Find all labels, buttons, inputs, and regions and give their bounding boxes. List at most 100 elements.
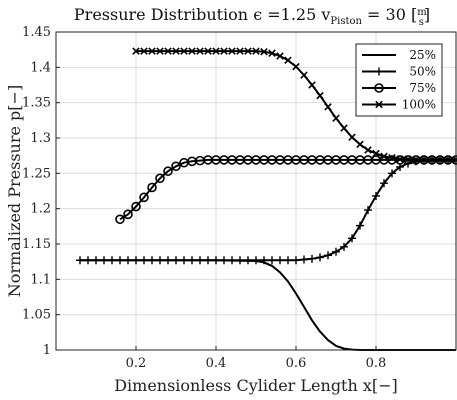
y-tick-label: 1.3	[30, 131, 51, 146]
data-point	[284, 56, 292, 65]
data-point	[284, 256, 292, 265]
data-point	[428, 156, 436, 164]
x-tick-label: 0.2	[126, 356, 147, 371]
chart-title-main: Pressure Distribution ϵ =1.25 v	[74, 5, 330, 24]
data-point	[236, 256, 244, 265]
chart-title-unit-num: m	[417, 7, 427, 18]
data-point	[196, 256, 204, 265]
data-point	[268, 49, 276, 57]
data-point	[131, 201, 141, 212]
data-point	[156, 256, 164, 265]
y-tick-label: 1.1	[30, 272, 51, 287]
data-point	[155, 173, 165, 184]
data-point	[396, 155, 404, 163]
legend-marker	[374, 83, 384, 93]
data-point	[124, 256, 132, 265]
data-point	[172, 256, 180, 265]
series-layer	[76, 47, 457, 351]
data-point	[172, 47, 180, 55]
x-axis-label: Dimensionless Cylider Length x[−]	[114, 376, 398, 395]
data-point	[123, 209, 133, 220]
data-point	[252, 256, 260, 265]
data-point	[116, 256, 124, 265]
data-point	[436, 156, 444, 164]
data-point	[244, 47, 252, 55]
x-tick-label: 0.4	[206, 356, 227, 371]
data-point	[140, 256, 148, 265]
data-point	[372, 149, 380, 158]
data-point	[268, 256, 276, 265]
series-3	[115, 155, 457, 225]
chart-title-unit-den: s	[419, 17, 424, 28]
data-point	[412, 156, 420, 164]
legend-entry: 25%	[362, 48, 436, 62]
legend-marker	[375, 100, 383, 109]
data-point	[228, 256, 236, 265]
legend-entry: 75%	[362, 81, 436, 95]
data-point	[196, 47, 204, 55]
data-point	[156, 47, 164, 55]
data-point	[292, 62, 300, 71]
data-point	[348, 133, 356, 142]
data-point	[260, 48, 268, 56]
data-point	[188, 47, 196, 55]
data-point	[332, 247, 340, 256]
legend-label: 25%	[409, 48, 436, 62]
series-2	[76, 155, 457, 265]
data-point	[220, 47, 228, 55]
data-point	[92, 256, 100, 265]
data-point	[364, 146, 372, 154]
legend-label: 100%	[402, 98, 436, 112]
series-4	[132, 47, 457, 164]
data-point	[171, 161, 181, 172]
data-point	[276, 256, 284, 265]
data-point	[115, 214, 125, 225]
data-point	[163, 166, 173, 177]
data-point	[324, 251, 332, 260]
data-point	[300, 255, 308, 264]
chart-title-suffix: = 30 [	[362, 5, 417, 24]
data-point	[140, 47, 148, 55]
data-point	[164, 47, 172, 55]
data-point	[356, 221, 364, 230]
data-point	[180, 256, 188, 265]
legend-label: 50%	[409, 65, 436, 79]
y-axis-label: Normalized Pressure p[−]	[5, 85, 24, 297]
data-point	[340, 242, 348, 251]
data-point	[300, 71, 308, 79]
y-tick-label: 1.05	[22, 308, 51, 323]
x-tick-label: 0.8	[366, 356, 387, 371]
y-tick-label: 1.2	[30, 202, 51, 217]
y-tick-label: 1.45	[22, 25, 51, 40]
plot-frame	[55, 31, 457, 351]
data-point	[380, 179, 388, 188]
data-point	[220, 256, 228, 265]
legend-marker	[375, 67, 383, 76]
data-point	[308, 81, 316, 89]
data-point	[388, 169, 396, 178]
data-point	[132, 256, 140, 265]
data-point	[444, 156, 452, 164]
legend-label: 75%	[409, 81, 436, 95]
data-point	[147, 182, 157, 193]
x-tick-label: 0.6	[286, 356, 307, 371]
y-tick-label: 1	[43, 343, 51, 358]
data-point	[332, 114, 340, 122]
data-point	[84, 256, 92, 265]
data-point	[380, 152, 388, 161]
data-point	[236, 47, 244, 55]
y-tick-label: 1.25	[22, 166, 51, 181]
data-point	[420, 156, 428, 164]
data-point	[244, 256, 252, 265]
data-point	[404, 155, 412, 163]
legend: 25% 50% 75% 100%	[355, 43, 443, 117]
data-point	[228, 47, 236, 55]
data-point	[188, 256, 196, 265]
data-point	[308, 254, 316, 263]
data-point	[100, 256, 108, 265]
data-point	[372, 191, 380, 200]
data-point	[164, 256, 172, 265]
chart-title-subscript: Piston	[330, 16, 362, 27]
y-tick-label: 1.4	[30, 60, 51, 75]
data-point	[260, 256, 268, 265]
